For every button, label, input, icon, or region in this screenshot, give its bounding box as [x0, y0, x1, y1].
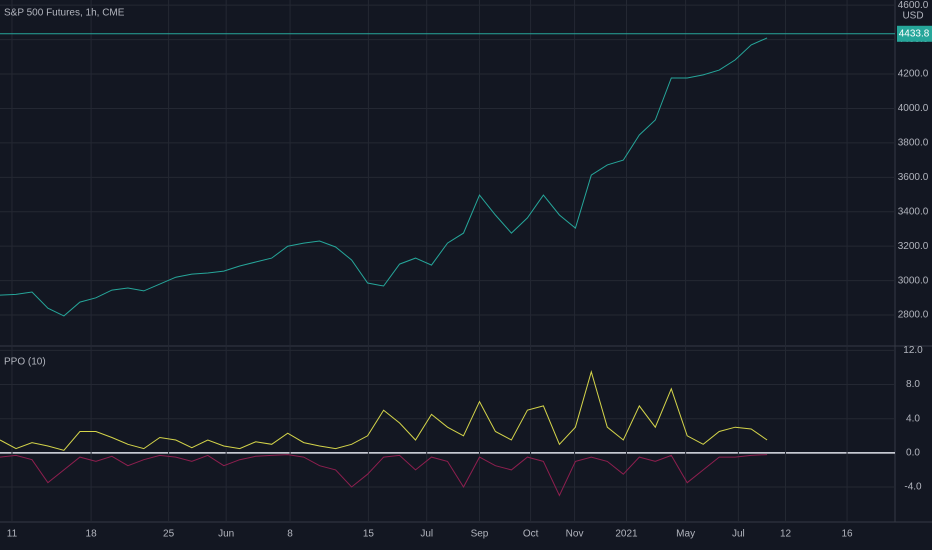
y-tick-label: 4000.0: [898, 103, 929, 114]
labels: 2800.0 3000.0 3200.0 3400.0 3600.0 3800.0 4000…: [7, 0, 932, 540]
last-price-label: 4433.8: [899, 28, 930, 39]
x-tick-label: Jul: [420, 529, 433, 540]
series-line: [0, 454, 768, 497]
last-price-box: [897, 25, 932, 42]
y-tick-label: 2800.0: [898, 310, 929, 321]
y-tick-label: 0.0: [906, 447, 920, 458]
series-line: [0, 369, 768, 451]
indicator-title: PPO (10): [4, 357, 46, 368]
x-tick-label: Nov: [566, 529, 584, 540]
y-tick-label: 4600.0: [898, 0, 929, 11]
grid: [0, 0, 895, 522]
x-tick-label: 18: [86, 529, 98, 540]
y-tick-label: 3600.0: [898, 172, 929, 183]
chart-title: S&P 500 Futures, 1h, CME: [4, 8, 125, 19]
x-tick-label: May: [676, 529, 695, 540]
marks: [0, 33, 895, 497]
x-tick-label: Jun: [218, 529, 234, 540]
x-tick-label: Oct: [523, 529, 539, 540]
x-tick-label: 16: [841, 529, 853, 540]
y-tick-label: 3400.0: [898, 206, 929, 217]
y-tick-label: -4.0: [904, 482, 922, 493]
x-tick-label: 11: [7, 529, 18, 540]
x-tick-label: Sep: [471, 529, 489, 540]
y-tick-label: 4200.0: [898, 69, 929, 80]
y-tick-label: 8.0: [906, 379, 920, 390]
axis-unit: USD: [902, 11, 923, 22]
x-tick-label: 8: [287, 529, 293, 540]
x-tick-label: Jul: [732, 529, 745, 540]
x-tick-label: 25: [163, 529, 175, 540]
y-tick-label: 3800.0: [898, 138, 929, 149]
x-tick-label: 15: [363, 529, 375, 540]
x-tick-label: 12: [780, 529, 792, 540]
series-line: [0, 37, 768, 317]
y-tick-label: 12.0: [903, 345, 923, 356]
y-tick-label: 3000.0: [898, 275, 929, 286]
x-tick-label: 2021: [615, 529, 638, 540]
y-tick-label: 3200.0: [898, 241, 929, 252]
y-tick-label: 4.0: [906, 413, 920, 424]
